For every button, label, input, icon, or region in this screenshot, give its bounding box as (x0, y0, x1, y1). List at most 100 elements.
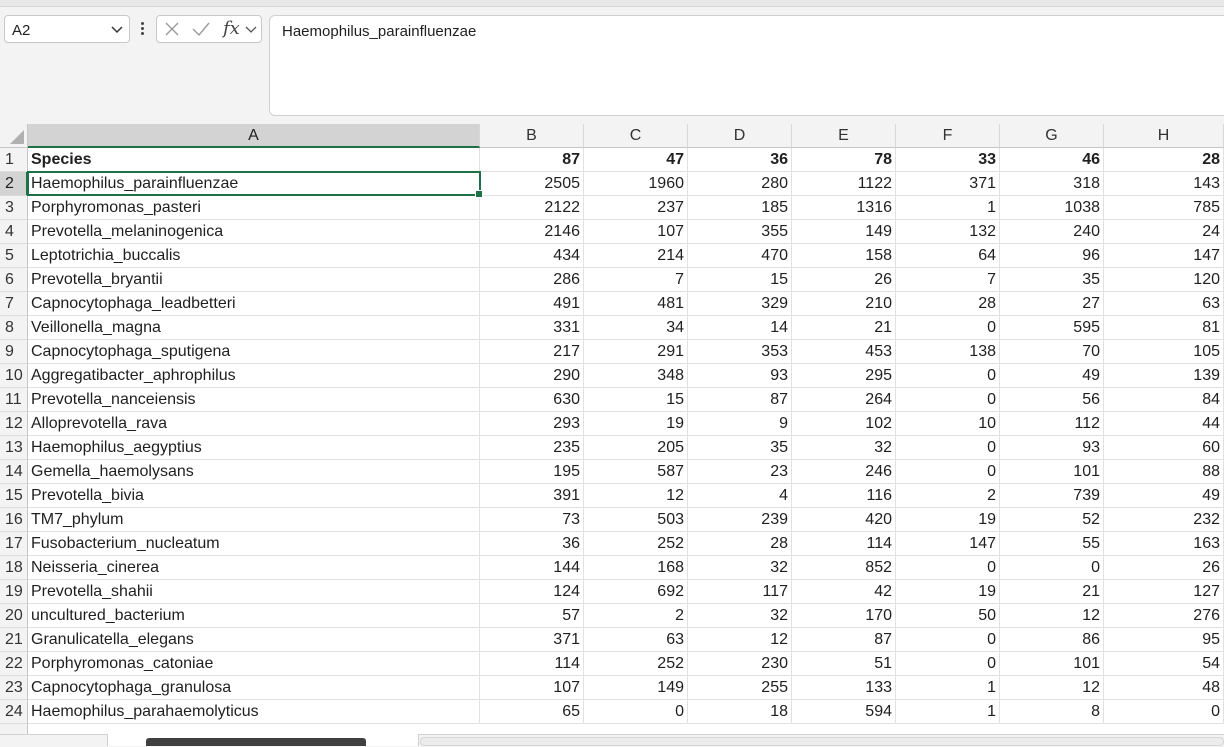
cell-g8[interactable]: 595 (1000, 316, 1104, 340)
cell-b8[interactable]: 331 (480, 316, 584, 340)
row-header[interactable]: 20 (0, 604, 28, 628)
cell-f16[interactable]: 19 (896, 508, 1000, 532)
cell-g14[interactable]: 101 (1000, 460, 1104, 484)
cell-f18[interactable]: 0 (896, 556, 1000, 580)
cell-d15[interactable]: 4 (688, 484, 792, 508)
column-header-c[interactable]: C (584, 124, 688, 148)
cell-c5[interactable]: 214 (584, 244, 688, 268)
cell-c12[interactable]: 19 (584, 412, 688, 436)
column-header-b[interactable]: B (480, 124, 584, 148)
cell-a22[interactable]: Porphyromonas_catoniae (28, 652, 480, 676)
cell-c13[interactable]: 205 (584, 436, 688, 460)
row-header[interactable]: 6 (0, 268, 28, 292)
chevron-down-icon[interactable] (111, 25, 123, 35)
horizontal-scrollbar[interactable] (420, 737, 1224, 746)
row-header[interactable]: 23 (0, 676, 28, 700)
cell-d8[interactable]: 14 (688, 316, 792, 340)
cell-e11[interactable]: 264 (792, 388, 896, 412)
cell-b4[interactable]: 2146 (480, 220, 584, 244)
cell-d7[interactable]: 329 (688, 292, 792, 316)
row-header[interactable]: 1 (0, 148, 28, 172)
cell-h8[interactable]: 81 (1104, 316, 1224, 340)
cell-a17[interactable]: Fusobacterium_nucleatum (28, 532, 480, 556)
row-header[interactable]: 4 (0, 220, 28, 244)
cell-e4[interactable]: 149 (792, 220, 896, 244)
cell-a2[interactable]: Haemophilus_parainfluenzae (28, 172, 480, 196)
cell-b6[interactable]: 286 (480, 268, 584, 292)
cell-d10[interactable]: 93 (688, 364, 792, 388)
cell-f8[interactable]: 0 (896, 316, 1000, 340)
cell-b20[interactable]: 57 (480, 604, 584, 628)
cell-e21[interactable]: 87 (792, 628, 896, 652)
cell-a16[interactable]: TM7_phylum (28, 508, 480, 532)
cell-f11[interactable]: 0 (896, 388, 1000, 412)
cell-d20[interactable]: 32 (688, 604, 792, 628)
cell-c9[interactable]: 291 (584, 340, 688, 364)
cell-g18[interactable]: 0 (1000, 556, 1104, 580)
cell-c23[interactable]: 149 (584, 676, 688, 700)
cell-f1[interactable]: 33 (896, 148, 1000, 172)
cell-g2[interactable]: 318 (1000, 172, 1104, 196)
cell-d6[interactable]: 15 (688, 268, 792, 292)
cell-c22[interactable]: 252 (584, 652, 688, 676)
cell-b24[interactable]: 65 (480, 700, 584, 724)
cell-g7[interactable]: 27 (1000, 292, 1104, 316)
row-header[interactable]: 7 (0, 292, 28, 316)
cell-b9[interactable]: 217 (480, 340, 584, 364)
cell-b12[interactable]: 293 (480, 412, 584, 436)
cell-e22[interactable]: 51 (792, 652, 896, 676)
cell-b14[interactable]: 195 (480, 460, 584, 484)
cell-e5[interactable]: 158 (792, 244, 896, 268)
cell-h1[interactable]: 28 (1104, 148, 1224, 172)
cell-b5[interactable]: 434 (480, 244, 584, 268)
cell-f5[interactable]: 64 (896, 244, 1000, 268)
cell-e10[interactable]: 295 (792, 364, 896, 388)
cell-g12[interactable]: 112 (1000, 412, 1104, 436)
cell-a15[interactable]: Prevotella_bivia (28, 484, 480, 508)
column-header-g[interactable]: G (1000, 124, 1104, 148)
cell-h24[interactable]: 0 (1104, 700, 1224, 724)
cell-f20[interactable]: 50 (896, 604, 1000, 628)
cell-g24[interactable]: 8 (1000, 700, 1104, 724)
cell-f13[interactable]: 0 (896, 436, 1000, 460)
cell-d2[interactable]: 280 (688, 172, 792, 196)
row-header[interactable]: 21 (0, 628, 28, 652)
cell-d23[interactable]: 255 (688, 676, 792, 700)
cell-d16[interactable]: 239 (688, 508, 792, 532)
column-header-e[interactable]: E (792, 124, 896, 148)
row-header[interactable]: 11 (0, 388, 28, 412)
cell-c10[interactable]: 348 (584, 364, 688, 388)
cell-a9[interactable]: Capnocytophaga_sputigena (28, 340, 480, 364)
cell-a24[interactable]: Haemophilus_parahaemolyticus (28, 700, 480, 724)
cell-c2[interactable]: 1960 (584, 172, 688, 196)
cell-d24[interactable]: 18 (688, 700, 792, 724)
cell-g19[interactable]: 21 (1000, 580, 1104, 604)
cell-e24[interactable]: 594 (792, 700, 896, 724)
cell-c1[interactable]: 47 (584, 148, 688, 172)
cell-a12[interactable]: Alloprevotella_rava (28, 412, 480, 436)
cell-e8[interactable]: 21 (792, 316, 896, 340)
cell-a3[interactable]: Porphyromonas_pasteri (28, 196, 480, 220)
cell-e23[interactable]: 133 (792, 676, 896, 700)
cell-a5[interactable]: Leptotrichia_buccalis (28, 244, 480, 268)
cell-e19[interactable]: 42 (792, 580, 896, 604)
cell-h13[interactable]: 60 (1104, 436, 1224, 460)
cell-a13[interactable]: Haemophilus_aegyptius (28, 436, 480, 460)
cell-f19[interactable]: 19 (896, 580, 1000, 604)
cell-h22[interactable]: 54 (1104, 652, 1224, 676)
cell-a4[interactable]: Prevotella_melaninogenica (28, 220, 480, 244)
cell-a19[interactable]: Prevotella_shahii (28, 580, 480, 604)
cell-b11[interactable]: 630 (480, 388, 584, 412)
row-header[interactable]: 16 (0, 508, 28, 532)
cell-b3[interactable]: 2122 (480, 196, 584, 220)
cell-g6[interactable]: 35 (1000, 268, 1104, 292)
cell-f12[interactable]: 10 (896, 412, 1000, 436)
cell-g22[interactable]: 101 (1000, 652, 1104, 676)
cell-c16[interactable]: 503 (584, 508, 688, 532)
cell-e1[interactable]: 78 (792, 148, 896, 172)
cell-b16[interactable]: 73 (480, 508, 584, 532)
cell-g3[interactable]: 1038 (1000, 196, 1104, 220)
cell-g13[interactable]: 93 (1000, 436, 1104, 460)
cell-e6[interactable]: 26 (792, 268, 896, 292)
cell-f3[interactable]: 1 (896, 196, 1000, 220)
